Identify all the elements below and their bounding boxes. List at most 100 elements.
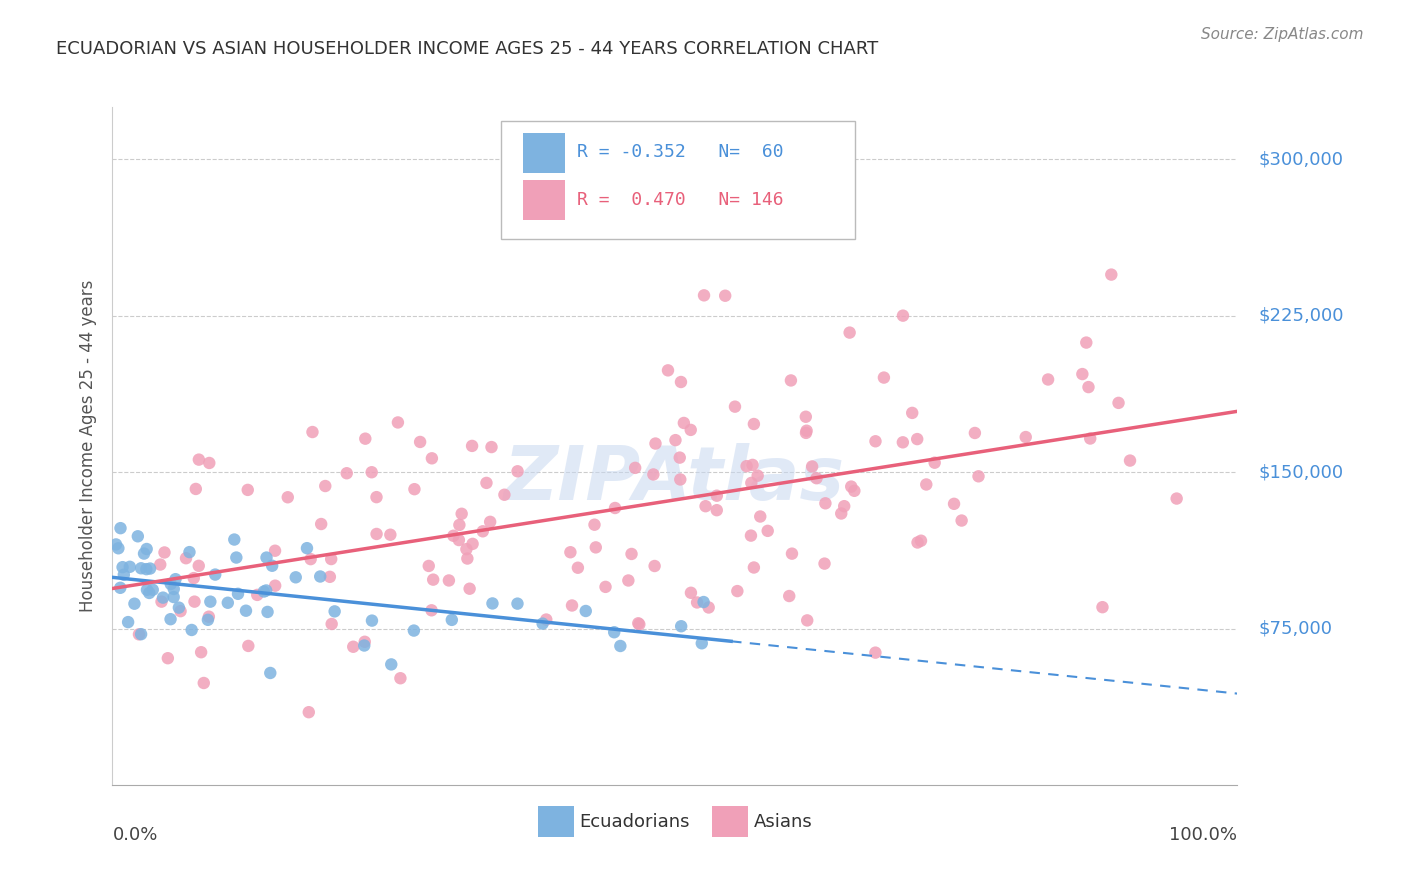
Point (724, 400, 747, 414)
Point (628, 617, 651, 632)
Point (481, 440, 503, 454)
Point (1166, 491, 1188, 506)
Point (107, 541, 129, 556)
Point (418, 558, 440, 573)
Point (461, 439, 484, 453)
Point (447, 533, 470, 547)
Point (110, 521, 132, 535)
Point (603, 625, 626, 640)
Point (644, 559, 666, 574)
Point (142, 582, 165, 597)
Point (309, 569, 332, 583)
Point (692, 595, 714, 609)
Point (830, 507, 852, 521)
Point (184, 482, 207, 496)
Point (907, 535, 929, 549)
Point (740, 528, 762, 542)
Point (943, 497, 966, 511)
FancyBboxPatch shape (711, 806, 748, 838)
Point (420, 603, 443, 617)
Point (117, 615, 139, 629)
Point (409, 434, 432, 449)
Point (506, 597, 529, 611)
Point (165, 572, 187, 586)
Point (873, 370, 896, 384)
Point (450, 507, 472, 521)
Point (449, 517, 471, 532)
Point (669, 473, 692, 487)
Point (149, 558, 172, 572)
Point (481, 596, 503, 610)
Point (780, 374, 803, 388)
Point (741, 458, 763, 472)
Point (1108, 396, 1130, 410)
Point (672, 416, 695, 430)
Point (127, 529, 149, 543)
Point (668, 450, 690, 465)
Point (735, 459, 758, 474)
Point (299, 552, 322, 566)
Point (963, 425, 986, 440)
Point (135, 562, 157, 576)
Point (441, 529, 464, 543)
Point (183, 594, 205, 608)
Point (461, 537, 484, 551)
Point (693, 288, 716, 302)
Point (128, 627, 150, 641)
Point (360, 465, 382, 479)
Point (187, 558, 209, 573)
Point (198, 609, 221, 624)
Text: Asians: Asians (754, 813, 813, 830)
Point (1076, 335, 1098, 350)
Point (794, 409, 817, 424)
Point (679, 423, 702, 437)
Point (624, 461, 647, 475)
Point (256, 605, 278, 619)
Point (536, 613, 558, 627)
Point (456, 542, 478, 557)
Point (264, 543, 287, 558)
Point (380, 657, 402, 672)
Point (404, 482, 426, 496)
Point (706, 489, 728, 503)
Point (139, 561, 162, 575)
Point (456, 551, 478, 566)
Point (235, 604, 257, 618)
Point (132, 547, 155, 561)
Point (361, 614, 384, 628)
Point (506, 464, 529, 478)
Point (129, 561, 152, 575)
Point (259, 665, 281, 680)
Text: R =  0.470   N= 146: R = 0.470 N= 146 (576, 191, 783, 209)
Y-axis label: Householder Income Ages 25 - 44 years: Householder Income Ages 25 - 44 years (79, 280, 97, 612)
Point (124, 597, 146, 611)
Point (742, 417, 765, 431)
Point (163, 590, 186, 604)
Point (187, 452, 209, 467)
Point (475, 475, 498, 490)
Point (217, 596, 239, 610)
Point (112, 567, 135, 582)
Point (200, 595, 222, 609)
Point (159, 612, 181, 626)
Point (891, 435, 914, 450)
Point (198, 456, 221, 470)
Point (644, 436, 666, 450)
Point (778, 589, 800, 603)
Point (531, 616, 554, 631)
Point (1078, 432, 1101, 446)
Point (402, 624, 425, 638)
Point (437, 574, 460, 588)
Point (159, 577, 181, 591)
Point (366, 490, 388, 504)
Point (740, 475, 762, 490)
Point (458, 582, 481, 596)
Text: Ecuadorians: Ecuadorians (579, 813, 690, 830)
Point (695, 499, 717, 513)
Point (706, 503, 728, 517)
Point (180, 623, 202, 637)
Point (314, 479, 336, 493)
Point (256, 550, 278, 565)
Point (697, 600, 720, 615)
Point (1119, 453, 1142, 467)
